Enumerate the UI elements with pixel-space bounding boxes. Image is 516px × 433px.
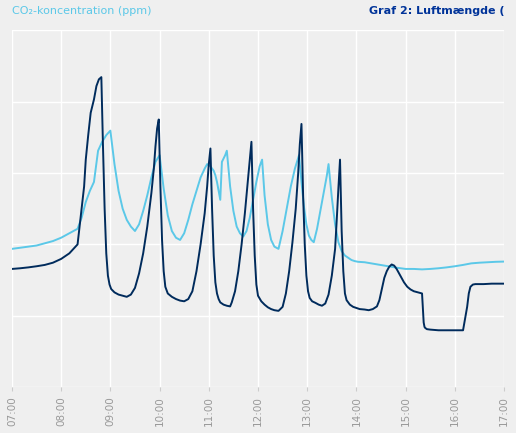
Text: CO₂-koncentration (ppm): CO₂-koncentration (ppm): [12, 6, 151, 16]
Text: Graf 2: Luftmængde (: Graf 2: Luftmængde (: [368, 6, 504, 16]
